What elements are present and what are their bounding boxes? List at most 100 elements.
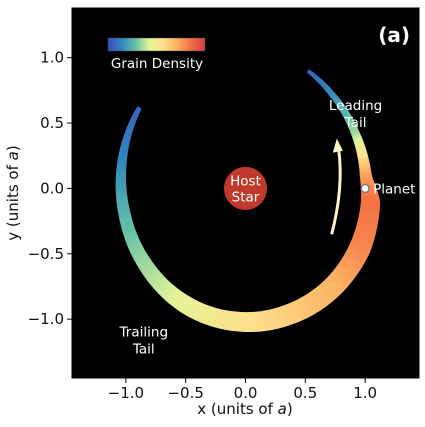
ring-segment-150 [119,217,133,225]
ring-segment-125 [163,284,177,302]
host-star-label-line1: Host [230,173,261,189]
ring-segment-90 [271,308,280,330]
ring-segment-19 [345,117,355,125]
ring-segment-112 [201,305,211,325]
host-star-label-line2: Star [232,189,260,205]
ring-segment-82 [294,299,307,321]
ring-segment-24 [351,132,362,141]
ring-segment-175 [124,129,133,137]
ring-segment-54 [352,233,374,247]
colorbar-label: Grain Density [111,56,203,72]
ring-segment-64 [336,262,357,280]
ring-segment-63 [338,260,359,277]
ring-segment-142 [128,242,143,253]
ring-segment-73 [317,284,334,304]
y-tick-label: −1.0 [28,310,64,328]
host-star-marker [223,166,268,210]
x-axis-label: x (units of a) [197,400,292,418]
ring-segment-18 [344,114,353,122]
ring-segment-11 [331,94,339,103]
ring-segment-173 [122,136,131,144]
ring-segment-68 [328,272,347,292]
ring-segment-145 [124,233,139,243]
ring-segment-48 [358,214,379,224]
orbit-direction-arrow [330,150,342,235]
ring-segment-71 [322,279,339,299]
ring-segment-58 [347,245,368,261]
ring-segment-13 [335,99,344,108]
ring-segment-160 [115,183,127,189]
ring-segment-2 [311,72,318,80]
ring-segment-170 [119,147,129,154]
ring-segment-6 [321,81,328,90]
ring-segment-89 [274,307,284,329]
ring-segment-181 [133,109,140,117]
ring-segment-119 [179,295,192,314]
y-tick-label: 1.0 [40,49,64,67]
ring-segment-111 [204,306,214,326]
ring-segment-49 [357,218,378,228]
ring-segment-30 [357,152,369,160]
ring-segment-37 [360,177,375,183]
x-tick-label: 0.0 [234,384,258,402]
x-axis-label-suffix: ) [287,400,293,418]
ring-segment-15 [339,105,348,114]
ring-segment-28 [355,145,367,154]
ring-segment-21 [348,123,358,132]
ring-segment-104 [227,310,234,331]
ring-segment-177 [127,122,135,130]
x-tick-label: −0.5 [167,384,203,402]
ring-segment-10 [329,91,337,100]
ring-segment-3 [314,75,320,82]
ring-segment-52 [354,227,376,240]
ring-segment-84 [288,302,300,324]
y-axis-label-suffix: ) [4,145,22,151]
ring-segment-174 [123,132,132,141]
ring-segment-106 [220,309,228,330]
ring-segment-66 [333,267,352,286]
ring-segment-121 [173,292,187,310]
orbit-direction-arrowhead [332,138,343,153]
ring-segment-105 [224,310,231,331]
x-tick-label: 1.0 [353,384,377,402]
ring-segment-137 [136,256,151,269]
ring-segment-17 [342,111,351,120]
ring-segment-75 [312,288,328,308]
ring-segment-4 [316,77,323,85]
leading-tail-label-line2: Tail [344,115,367,131]
ring-segment-113 [198,303,208,324]
ring-segment-98 [247,312,253,333]
ring-segment-92 [265,309,273,331]
ring-segment-122 [171,290,184,308]
ring-segment-144 [125,236,140,246]
ring-segment-65 [334,265,354,283]
ring-segment-47 [358,211,380,221]
ring-segment-158 [115,191,128,196]
ring-segment-74 [314,286,331,306]
ring-segment-81 [296,298,310,319]
ring-segment-60 [343,251,365,268]
ring-segment-117 [185,298,197,318]
ring-segment-50 [356,221,378,232]
ring-segment-62 [340,257,361,274]
ring-segment-107 [217,309,225,330]
ring-segment-70 [324,277,342,297]
ring-segment-182 [135,106,142,114]
ring-segment-67 [330,270,350,289]
ring-segment-94 [259,310,267,332]
planet-label: Planet [373,181,415,197]
ring-segment-109 [210,307,220,328]
ring-segment-139 [133,250,148,263]
ring-segment-12 [333,97,342,105]
trailing-tail-label-line1: Trailing [119,325,168,341]
ring-segment-76 [309,289,325,310]
ring-segment-53 [353,230,375,243]
x-tick-label: 0.5 [293,384,317,402]
ring-segment-91 [268,309,277,330]
leading-tail-label-line1: Leading [329,98,382,114]
ring-segment-5 [319,79,325,87]
ring-segment-1 [309,70,315,78]
ring-segment-103 [231,311,237,332]
ring-segment-169 [118,150,128,158]
